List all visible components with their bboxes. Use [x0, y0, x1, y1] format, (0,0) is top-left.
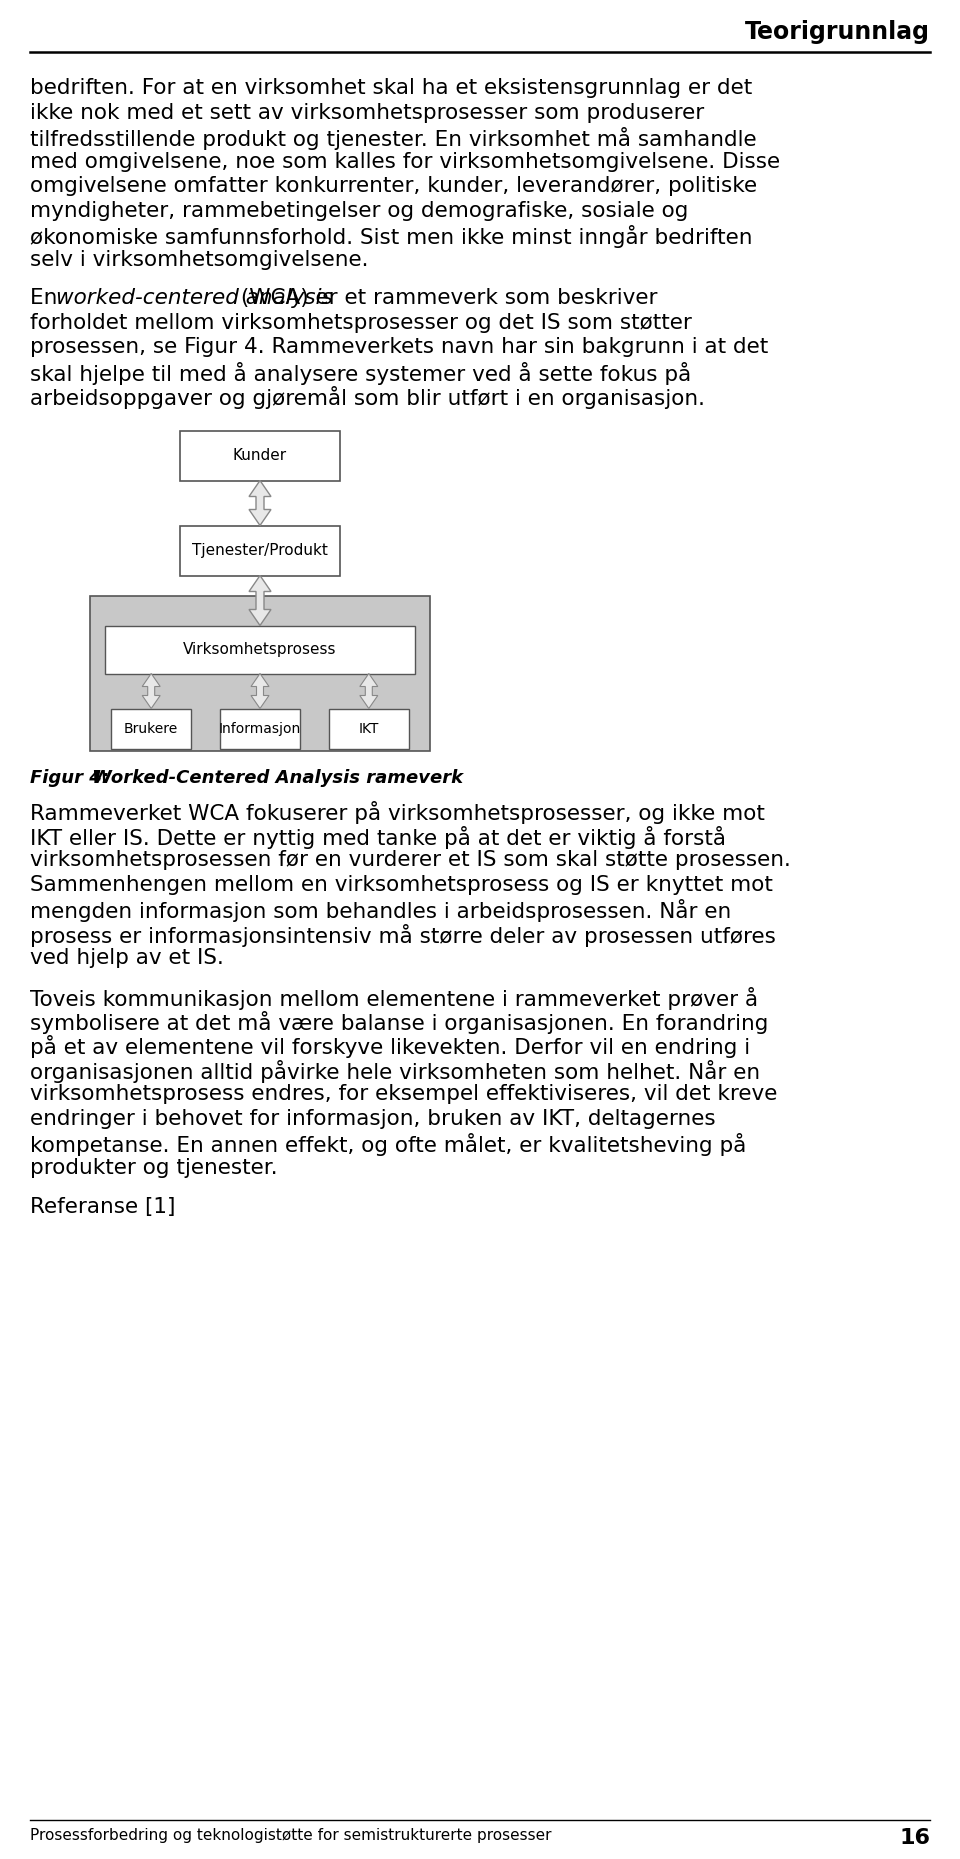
Text: produkter og tjenester.: produkter og tjenester. — [30, 1158, 277, 1179]
Text: virksomhetsprosessen før en vurderer et IS som skal støtte prosessen.: virksomhetsprosessen før en vurderer et … — [30, 850, 791, 870]
Text: Tjenester/Produkt: Tjenester/Produkt — [192, 543, 328, 558]
Text: symbolisere at det må være balanse i organisasjonen. En forandring: symbolisere at det må være balanse i org… — [30, 1011, 768, 1034]
Text: Sammenhengen mellom en virksomhetsprosess og IS er knyttet mot: Sammenhengen mellom en virksomhetsproses… — [30, 874, 773, 894]
Polygon shape — [249, 480, 271, 526]
Text: på et av elementene vil forskyve likevekten. Derfor vil en endring i: på et av elementene vil forskyve likevek… — [30, 1035, 750, 1058]
Text: Brukere: Brukere — [124, 721, 179, 736]
Text: Referanse [1]: Referanse [1] — [30, 1197, 176, 1216]
Text: Figur 4:: Figur 4: — [30, 768, 115, 786]
Text: myndigheter, rammebetingelser og demografiske, sosiale og: myndigheter, rammebetingelser og demogra… — [30, 201, 688, 221]
Polygon shape — [142, 673, 160, 708]
Text: Toveis kommunikasjon mellom elementene i rammeverket prøver å: Toveis kommunikasjon mellom elementene i… — [30, 987, 758, 1009]
Text: omgivelsene omfatter konkurrenter, kunder, leverandører, politiske: omgivelsene omfatter konkurrenter, kunde… — [30, 177, 757, 195]
Text: virksomhetsprosess endres, for eksempel effektiviseres, vil det kreve: virksomhetsprosess endres, for eksempel … — [30, 1084, 778, 1104]
Text: arbeidsoppgaver og gjøremål som blir utført i en organisasjon.: arbeidsoppgaver og gjøremål som blir utf… — [30, 387, 705, 409]
Text: Informasjon: Informasjon — [219, 721, 301, 736]
Text: ikke nok med et sett av virksomhetsprosesser som produserer: ikke nok med et sett av virksomhetsprose… — [30, 102, 705, 123]
Text: Teorigrunnlag: Teorigrunnlag — [745, 20, 930, 45]
Text: tilfredsstillende produkt og tjenester. En virksomhet må samhandle: tilfredsstillende produkt og tjenester. … — [30, 126, 756, 151]
Text: kompetanse. En annen effekt, og ofte målet, er kvalitetsheving på: kompetanse. En annen effekt, og ofte mål… — [30, 1134, 746, 1156]
Text: (WCA) er et rammeverk som beskriver: (WCA) er et rammeverk som beskriver — [234, 288, 658, 309]
Bar — [180, 431, 340, 480]
Text: bedriften. For at en virksomhet skal ha et eksistensgrunnlag er det: bedriften. For at en virksomhet skal ha … — [30, 78, 753, 99]
Text: med omgivelsene, noe som kalles for virksomhetsomgivelsene. Disse: med omgivelsene, noe som kalles for virk… — [30, 151, 780, 171]
Polygon shape — [249, 576, 271, 625]
Text: endringer i behovet for informasjon, bruken av IKT, deltagernes: endringer i behovet for informasjon, bru… — [30, 1110, 715, 1128]
Bar — [220, 708, 300, 749]
Text: forholdet mellom virksomhetsprosesser og det IS som støtter: forholdet mellom virksomhetsprosesser og… — [30, 312, 692, 333]
Text: 16: 16 — [899, 1827, 930, 1848]
Text: IKT: IKT — [359, 721, 379, 736]
Text: IKT eller IS. Dette er nyttig med tanke på at det er viktig å forstå: IKT eller IS. Dette er nyttig med tanke … — [30, 825, 726, 848]
Text: Rammeverket WCA fokuserer på virksomhetsprosesser, og ikke mot: Rammeverket WCA fokuserer på virksomhets… — [30, 801, 765, 824]
Text: worked-centered analysis: worked-centered analysis — [56, 288, 333, 309]
Text: prosess er informasjonsintensiv må større deler av prosessen utføres: prosess er informasjonsintensiv må størr… — [30, 924, 776, 946]
Text: En: En — [30, 288, 64, 309]
Text: Kunder: Kunder — [233, 448, 287, 463]
Text: økonomiske samfunnsforhold. Sist men ikke minst inngår bedriften: økonomiske samfunnsforhold. Sist men ikk… — [30, 225, 753, 247]
Text: Virksomhetsprosess: Virksomhetsprosess — [183, 641, 337, 656]
Bar — [328, 708, 409, 749]
Bar — [90, 595, 430, 751]
Text: ved hjelp av et IS.: ved hjelp av et IS. — [30, 948, 224, 969]
Bar — [180, 526, 340, 576]
Polygon shape — [360, 673, 378, 708]
Bar — [111, 708, 191, 749]
Bar — [105, 625, 415, 673]
Polygon shape — [251, 673, 269, 708]
Text: organisasjonen alltid påvirke hele virksomheten som helhet. Når en: organisasjonen alltid påvirke hele virks… — [30, 1060, 760, 1084]
Text: selv i virksomhetsomgivelsene.: selv i virksomhetsomgivelsene. — [30, 249, 369, 270]
Text: Prosessforbedring og teknologistøtte for semistrukturerte prosesser: Prosessforbedring og teknologistøtte for… — [30, 1827, 551, 1842]
Text: skal hjelpe til med å analysere systemer ved å sette fokus på: skal hjelpe til med å analysere systemer… — [30, 361, 691, 385]
Text: mengden informasjon som behandles i arbeidsprosessen. Når en: mengden informasjon som behandles i arbe… — [30, 900, 732, 922]
Text: prosessen, se Figur 4. Rammeverkets navn har sin bakgrunn i at det: prosessen, se Figur 4. Rammeverkets navn… — [30, 336, 768, 357]
Text: Worked-Centered Analysis rameverk: Worked-Centered Analysis rameverk — [92, 768, 463, 786]
